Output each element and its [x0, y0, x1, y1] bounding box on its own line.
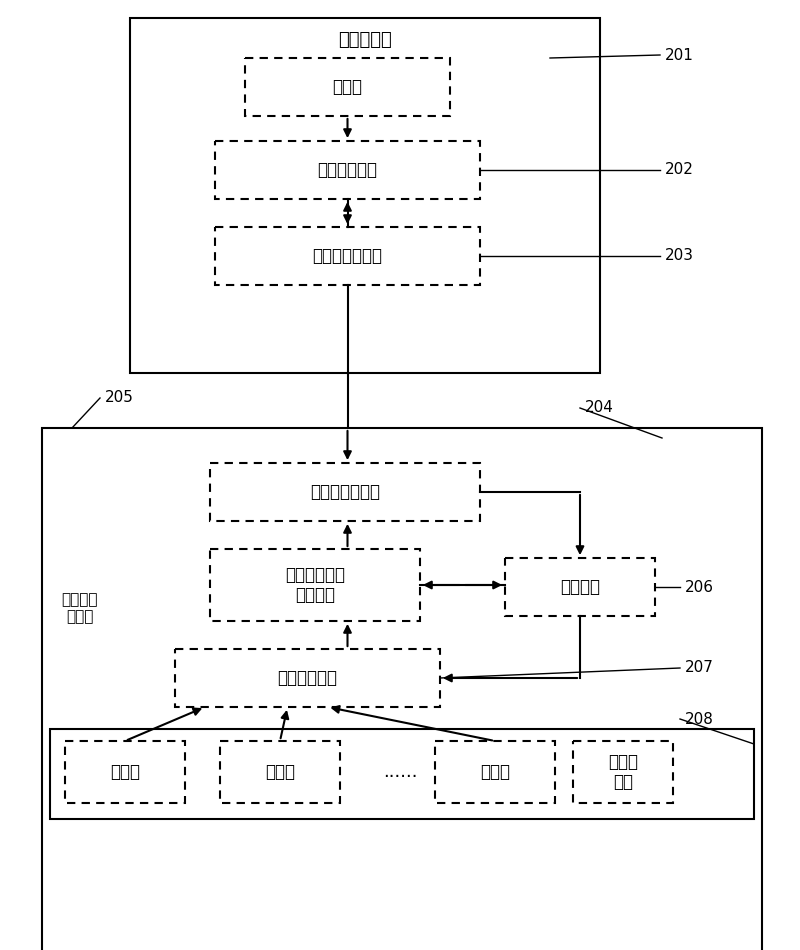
Bar	[215, 141, 480, 199]
Text: 206: 206	[685, 580, 714, 595]
Bar	[42, 428, 762, 950]
Text: 超分辨率图像
重建模块: 超分辨率图像 重建模块	[285, 565, 345, 604]
Text: 204: 204	[585, 401, 614, 415]
Text: 摄像头: 摄像头	[265, 763, 295, 781]
Text: 模板库: 模板库	[333, 78, 362, 96]
Text: 202: 202	[665, 162, 694, 178]
Bar	[210, 549, 420, 621]
Bar	[245, 58, 450, 116]
Text: 图像采集模块: 图像采集模块	[278, 669, 338, 687]
Bar	[505, 558, 655, 616]
Text: 摄像头
阵列: 摄像头 阵列	[608, 752, 638, 791]
Bar	[220, 741, 340, 803]
Bar	[215, 227, 480, 285]
Text: 服务器通信模块: 服务器通信模块	[313, 247, 382, 265]
Text: 中心服务器: 中心服务器	[338, 31, 392, 49]
Bar	[175, 649, 440, 707]
Text: 205: 205	[105, 390, 134, 406]
Text: 201: 201	[665, 48, 694, 63]
Text: 208: 208	[685, 712, 714, 727]
Text: 检测端通信模块: 检测端通信模块	[310, 483, 380, 501]
Bar	[130, 18, 600, 373]
Text: 控制模块: 控制模块	[560, 578, 600, 596]
Text: 207: 207	[685, 660, 714, 675]
Bar	[573, 741, 673, 803]
Text: 203: 203	[665, 249, 694, 263]
Bar	[210, 463, 480, 521]
Text: 摄像头: 摄像头	[110, 763, 140, 781]
Bar	[435, 741, 555, 803]
Text: 摄像头: 摄像头	[480, 763, 510, 781]
Text: ......: ......	[382, 763, 418, 781]
Bar	[65, 741, 185, 803]
Text: 超分辨率
检测端: 超分辨率 检测端	[62, 592, 98, 624]
Text: 模板匹配模块: 模板匹配模块	[318, 161, 378, 179]
Bar	[50, 729, 754, 819]
